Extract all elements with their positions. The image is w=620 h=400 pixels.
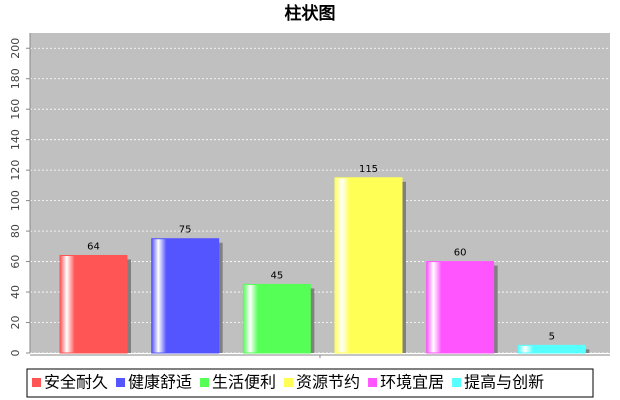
legend-label: 健康舒适 [128, 373, 192, 392]
bar [426, 261, 495, 354]
y-tick-label: 60 [9, 255, 22, 269]
y-tick-label: 80 [9, 224, 22, 238]
y-tick-label: 20 [9, 316, 22, 330]
legend-swatch [452, 378, 462, 387]
y-tick-label: 40 [9, 285, 22, 299]
y-tick-label: 180 [9, 68, 22, 89]
legend-label: 环境宜居 [380, 373, 444, 392]
bar [59, 254, 128, 354]
value-label: 45 [270, 270, 283, 281]
value-label: 75 [179, 225, 192, 236]
legend-swatch [32, 378, 41, 387]
y-tick-label: 200 [9, 38, 22, 59]
y-tick-label: 0 [9, 350, 22, 357]
bar [151, 238, 220, 354]
y-tick-label: 160 [9, 99, 22, 120]
bar [334, 177, 403, 354]
chart-title: 柱状图 [285, 3, 336, 24]
legend-swatch [368, 378, 378, 387]
legend-swatch [200, 378, 210, 387]
y-tick-label: 120 [9, 160, 22, 181]
bar [242, 283, 311, 354]
value-label: 5 [549, 331, 555, 342]
legend-swatch [284, 378, 294, 387]
legend-label: 提高与创新 [464, 373, 544, 392]
value-label: 64 [87, 241, 100, 252]
legend-label: 安全耐久 [44, 373, 108, 392]
bar [517, 344, 586, 354]
legend-label: 资源节约 [296, 373, 360, 392]
value-label: 60 [454, 248, 467, 259]
y-tick-label: 100 [9, 190, 22, 211]
legend-swatch [116, 378, 126, 387]
value-label: 115 [359, 164, 378, 175]
y-tick-label: 140 [9, 129, 22, 150]
legend-label: 生活便利 [212, 373, 276, 392]
